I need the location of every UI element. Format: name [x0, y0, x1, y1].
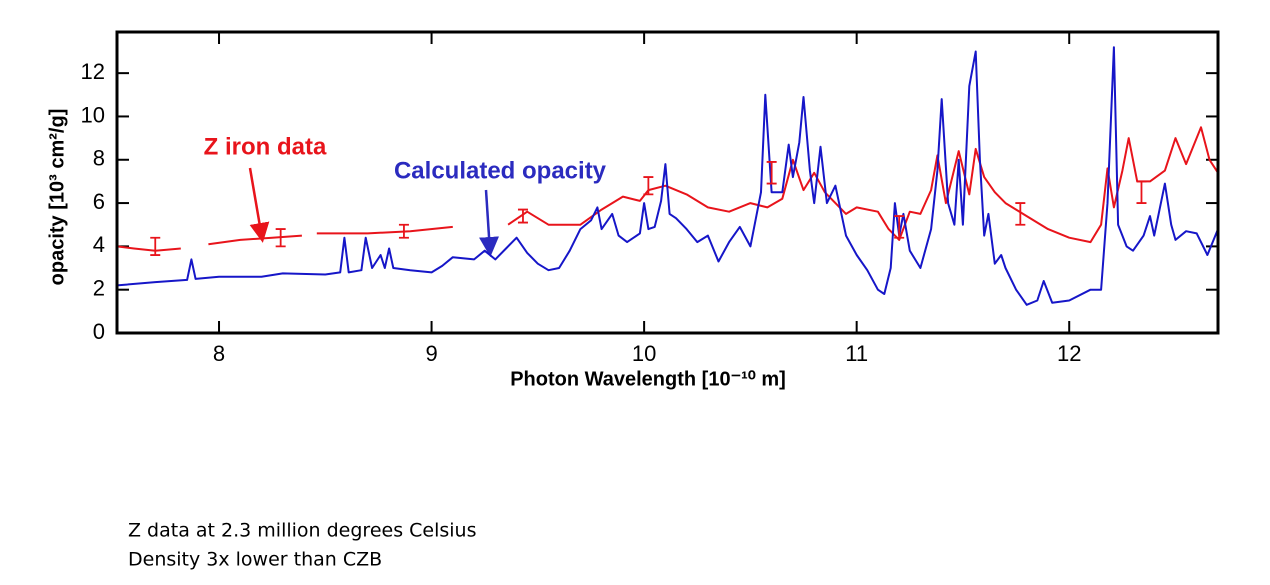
x-tick-label: 12 [1057, 341, 1081, 366]
error-bar [517, 208, 528, 224]
x-tick-label: 9 [425, 341, 437, 366]
x-tick-label: 11 [845, 341, 868, 366]
y-tick-label: 6 [93, 189, 105, 214]
error-bar [1015, 202, 1026, 226]
plot-frame [115, 30, 1220, 335]
x-axis-label: Photon Wavelength [10⁻¹⁰ m] [510, 368, 786, 390]
series-annotation: Z iron data [204, 133, 327, 160]
series-line [116, 126, 1219, 252]
y-tick-label: 0 [93, 319, 105, 344]
footnote: Z data at 2.3 million degrees Celsius [128, 520, 477, 542]
y-tick-label: 4 [93, 232, 105, 257]
error-bar [1136, 180, 1147, 204]
annotation-arrow [248, 167, 270, 243]
series-line [116, 46, 1219, 306]
error-bar [894, 215, 905, 239]
y-tick-label: 12 [81, 59, 105, 84]
error-bar [150, 236, 161, 256]
x-tick-label: 8 [213, 341, 225, 366]
y-tick-label: 2 [93, 276, 105, 301]
y-tick-label: 10 [81, 102, 105, 127]
y-tick-label: 8 [93, 146, 105, 171]
error-bar [398, 223, 409, 239]
error-bar [766, 161, 777, 185]
annotation-arrow [479, 189, 500, 257]
series-annotation: Calculated opacity [394, 157, 607, 184]
footnote: Density 3x lower than CZB [128, 549, 382, 571]
y-axis-label: opacity [10³ cm²/g] [46, 109, 68, 286]
error-bar [643, 176, 654, 196]
error-bar [275, 228, 286, 248]
x-tick-label: 10 [632, 341, 656, 366]
